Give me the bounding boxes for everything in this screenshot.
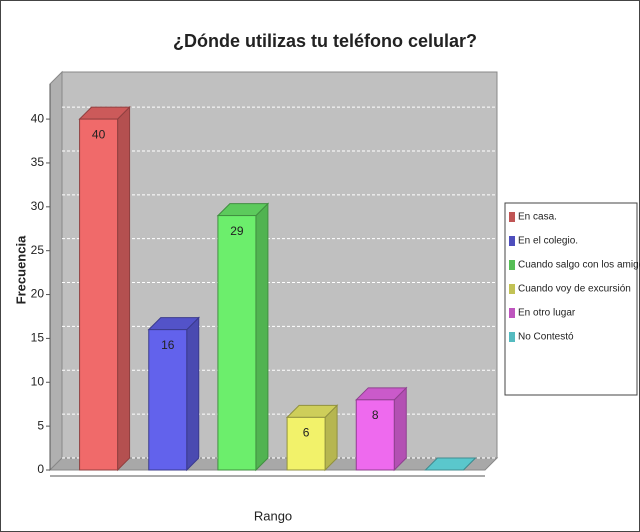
- legend-swatch: [509, 308, 515, 318]
- x-axis-label: Rango: [254, 508, 292, 523]
- legend-label: Cuando salgo con los amigos: [518, 260, 640, 271]
- data-label: 8: [372, 408, 379, 422]
- legend-label: En el colegio.: [518, 236, 578, 247]
- legend-label: No Contestó: [518, 332, 574, 343]
- data-label: 29: [230, 224, 244, 238]
- legend-swatch: [509, 260, 515, 270]
- y-tick-label: 20: [31, 287, 45, 301]
- legend-swatch: [509, 284, 515, 294]
- bar-side: [393, 386, 407, 472]
- y-tick-label: 10: [31, 374, 45, 388]
- bar: [355, 399, 395, 471]
- legend-label: En otro lugar: [518, 308, 576, 319]
- bar: [148, 329, 188, 471]
- bar-side: [117, 105, 131, 472]
- y-tick-label: 5: [37, 418, 44, 432]
- legend-label: Cuando voy de excursión: [518, 284, 631, 295]
- bar-side: [255, 202, 269, 472]
- y-tick-label: 30: [31, 199, 45, 213]
- y-tick-label: 0: [37, 462, 44, 476]
- legend-label: En casa.: [518, 212, 557, 223]
- data-label: 16: [161, 338, 175, 352]
- side-wall: [49, 70, 63, 472]
- bar: [79, 118, 119, 471]
- data-label: 40: [92, 127, 106, 141]
- y-tick-label: 25: [31, 243, 45, 257]
- y-tick-label: 35: [31, 155, 45, 169]
- legend-swatch: [509, 332, 515, 342]
- bar: [286, 416, 326, 471]
- legend-swatch: [509, 212, 515, 222]
- chart-title: ¿Dónde utilizas tu teléfono celular?: [173, 31, 477, 51]
- bar: [217, 215, 257, 471]
- legend-swatch: [509, 236, 515, 246]
- y-tick-label: 15: [31, 331, 45, 345]
- y-tick-label: 40: [31, 111, 45, 125]
- bar-top: [424, 457, 477, 471]
- bar-side: [186, 316, 200, 472]
- y-axis-label: Frecuencia: [13, 235, 28, 304]
- legend-box: [504, 202, 638, 396]
- data-label: 6: [303, 426, 310, 440]
